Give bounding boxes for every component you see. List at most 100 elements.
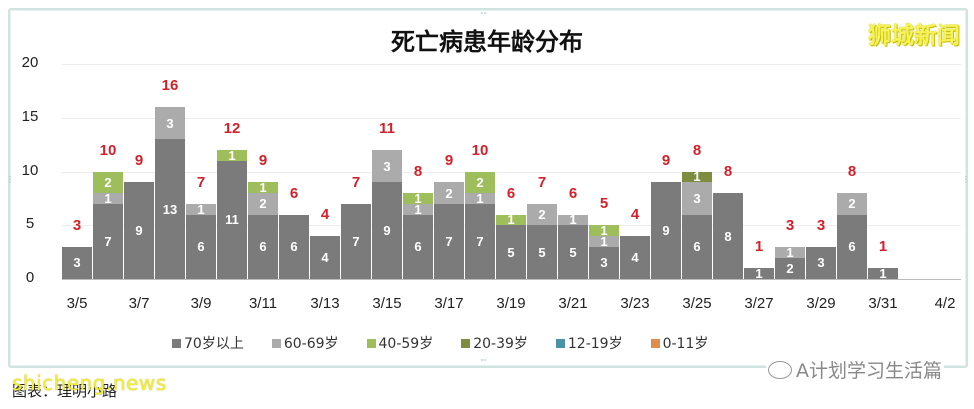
total-label: 3	[785, 216, 795, 234]
total-label: 1	[754, 238, 764, 256]
bar-segment: 7	[341, 203, 371, 279]
wechat-account-name: A计划学习生活篇	[796, 360, 942, 382]
legend-item: 12-19岁	[555, 333, 623, 353]
legend-swatch	[366, 338, 376, 348]
bar-segment: 5	[496, 225, 526, 279]
total-label: 7	[537, 173, 547, 191]
total-label: 12	[223, 120, 241, 137]
y-tick-label: 15	[21, 107, 39, 125]
x-tick-label: 3/23	[620, 295, 650, 312]
total-label: 6	[289, 184, 299, 202]
x-tick-label: 3/31	[868, 295, 898, 312]
total-label: 8	[692, 141, 702, 159]
total-label: 6	[568, 184, 578, 202]
bar-segment: 3	[62, 246, 92, 279]
total-label: 1	[878, 238, 888, 256]
bar-segment: 2	[465, 171, 495, 193]
x-tick-label: 3/17	[434, 295, 464, 312]
y-tick-label: 5	[25, 215, 35, 233]
resize-handle-left[interactable]: ⋮	[6, 175, 14, 184]
wechat-icon	[768, 360, 792, 379]
x-tick-label: 3/11	[248, 295, 278, 312]
total-label: 4	[630, 206, 640, 223]
bar-segment: 9	[651, 182, 681, 279]
bar-segment: 1	[775, 246, 805, 258]
legend-item: 20-39岁	[461, 333, 528, 353]
bar-segment: 4	[620, 236, 650, 279]
x-tick-label: 3/13	[310, 295, 340, 312]
legend-swatch	[172, 338, 181, 348]
bar-segment: 6	[279, 214, 309, 279]
bar-segment: 1	[744, 268, 774, 279]
bar-segment: 9	[372, 182, 402, 279]
bar-segment: 1	[868, 268, 898, 279]
legend-swatch	[271, 338, 281, 348]
bar-segment: 2	[775, 257, 805, 279]
legend-label: 70岁以上	[184, 336, 244, 352]
bar-segment: 6	[186, 214, 216, 279]
total-label: 11	[379, 120, 395, 137]
x-tick-label: 4/2	[934, 295, 956, 312]
bar-segment: 2	[527, 203, 557, 226]
total-label: 10	[471, 141, 489, 159]
total-label: 9	[134, 152, 144, 170]
bar-segment: 6	[837, 214, 867, 279]
total-label: 10	[99, 141, 117, 159]
total-label: 16	[161, 77, 179, 94]
bar-segment: 7	[93, 203, 123, 279]
bar-segment: 1	[403, 193, 433, 204]
y-tick-label: 20	[21, 54, 39, 71]
bar-segment: 1	[217, 150, 247, 161]
chart-title: 死亡病患年龄分布	[391, 28, 583, 56]
bar-segment: 1	[682, 171, 712, 183]
x-tick-label: 3/25	[682, 295, 712, 312]
bar-segment: 5	[527, 225, 557, 279]
bar-segment: 3	[372, 150, 402, 183]
wechat-account: A计划学习生活篇	[766, 356, 944, 383]
bar-segment: 7	[434, 203, 464, 279]
bar-segment: 1	[186, 203, 216, 215]
bar-segment: 13	[155, 139, 185, 279]
resize-handle-top[interactable]: ····	[480, 9, 487, 18]
bar-segment: 9	[124, 182, 154, 279]
bar-segment: 2	[837, 193, 867, 215]
bar-segment: 3	[155, 107, 185, 140]
bar-segment: 1	[248, 182, 278, 193]
legend-swatch	[650, 338, 660, 348]
x-axis-line	[62, 279, 961, 280]
legend-label: 60-69岁	[283, 336, 339, 352]
total-label: 9	[661, 152, 671, 170]
legend-label: 40-59岁	[378, 336, 434, 352]
bar-segment: 2	[248, 193, 278, 215]
bar-segment: 1	[589, 225, 619, 236]
bar-segment: 2	[434, 182, 464, 204]
bar-segment: 2	[93, 171, 123, 193]
total-label: 6	[506, 184, 516, 202]
total-label: 7	[196, 173, 206, 191]
bar-segment: 3	[682, 182, 712, 215]
y-tick-label: 10	[21, 161, 39, 179]
bar-segment: 5	[558, 225, 588, 279]
gridline	[62, 64, 961, 65]
y-tick-label: 0	[25, 269, 35, 286]
bar-segment: 1	[465, 193, 495, 204]
total-label: 8	[847, 163, 857, 180]
brand-watermark: 狮城新闻	[868, 23, 960, 49]
legend-swatch	[555, 338, 565, 348]
legend-label: 12-19岁	[567, 336, 623, 352]
bar-segment: 6	[403, 214, 433, 279]
legend-item: 70岁以上	[172, 333, 244, 353]
total-label: 9	[444, 152, 454, 170]
resize-handle-bottom[interactable]: ····	[480, 356, 487, 365]
legend-item: 60-69岁	[271, 333, 339, 353]
total-label: 3	[72, 216, 82, 234]
gridline	[62, 171, 961, 173]
bar-segment: 1	[93, 193, 123, 204]
x-tick-label: 3/15	[372, 295, 402, 312]
resize-handle-right[interactable]: ⋮	[962, 175, 970, 184]
total-label: 9	[258, 152, 268, 170]
gridline	[62, 117, 961, 119]
total-label: 8	[413, 163, 423, 180]
bar-segment: 8	[713, 193, 743, 279]
x-tick-label: 3/7	[128, 295, 150, 312]
